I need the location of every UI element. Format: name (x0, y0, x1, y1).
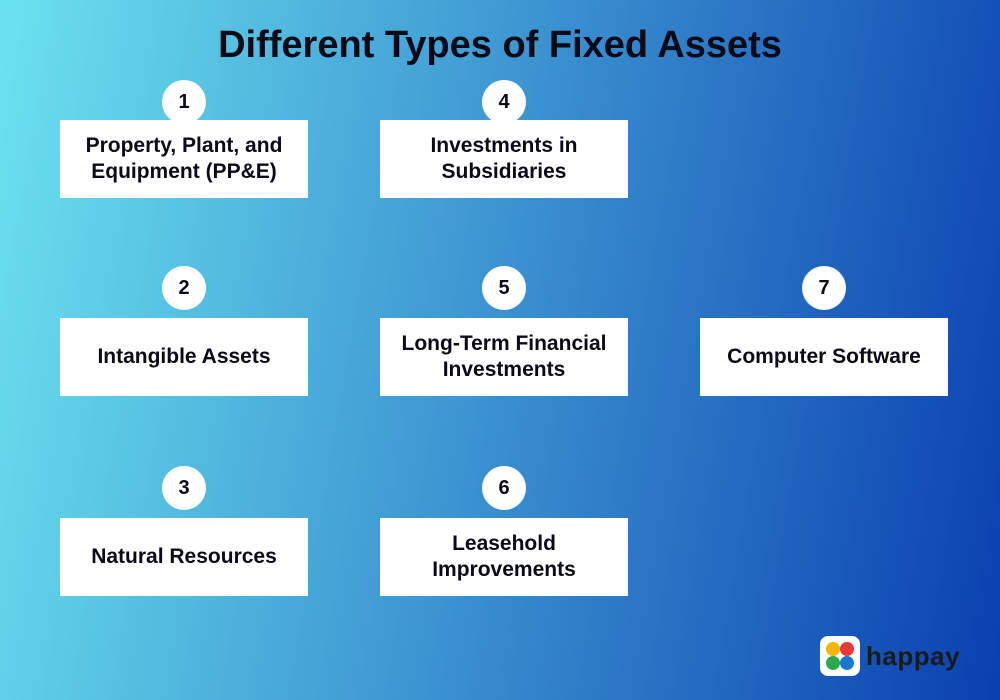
item-card-label: Computer Software (727, 344, 921, 370)
item-number-6: 6 (482, 466, 526, 510)
item-number-label: 7 (818, 277, 829, 300)
item-number-5: 5 (482, 266, 526, 310)
item-number-7: 7 (802, 266, 846, 310)
logo-dot-1 (826, 642, 840, 656)
item-number-label: 5 (498, 277, 509, 300)
brand-logo: happay (820, 636, 960, 676)
item-card-label: Natural Resources (91, 544, 277, 570)
item-number-4: 4 (482, 80, 526, 124)
item-card-2: Intangible Assets (60, 318, 308, 396)
logo-dot-2 (840, 642, 854, 656)
item-card-label: Long-Term Financial Investments (390, 331, 618, 384)
item-number-1: 1 (162, 80, 206, 124)
item-number-label: 6 (498, 477, 509, 500)
item-card-5: Long-Term Financial Investments (380, 318, 628, 396)
item-card-6: Leasehold Improvements (380, 518, 628, 596)
item-number-label: 4 (498, 91, 509, 114)
item-number-label: 3 (178, 477, 189, 500)
item-card-3: Natural Resources (60, 518, 308, 596)
logo-dot-4 (840, 656, 854, 670)
item-card-label: Investments in Subsidiaries (390, 133, 618, 186)
item-card-1: Property, Plant, and Equipment (PP&E) (60, 120, 308, 198)
item-card-label: Intangible Assets (97, 344, 270, 370)
brand-logo-mark (820, 636, 860, 676)
item-number-label: 2 (178, 277, 189, 300)
brand-logo-text: happay (866, 641, 960, 672)
logo-dot-3 (826, 656, 840, 670)
item-card-7: Computer Software (700, 318, 948, 396)
item-number-2: 2 (162, 266, 206, 310)
page-title: Different Types of Fixed Assets (0, 24, 1000, 67)
item-card-4: Investments in Subsidiaries (380, 120, 628, 198)
item-card-label: Leasehold Improvements (390, 531, 618, 584)
item-number-label: 1 (178, 91, 189, 114)
item-number-3: 3 (162, 466, 206, 510)
item-card-label: Property, Plant, and Equipment (PP&E) (70, 133, 298, 186)
